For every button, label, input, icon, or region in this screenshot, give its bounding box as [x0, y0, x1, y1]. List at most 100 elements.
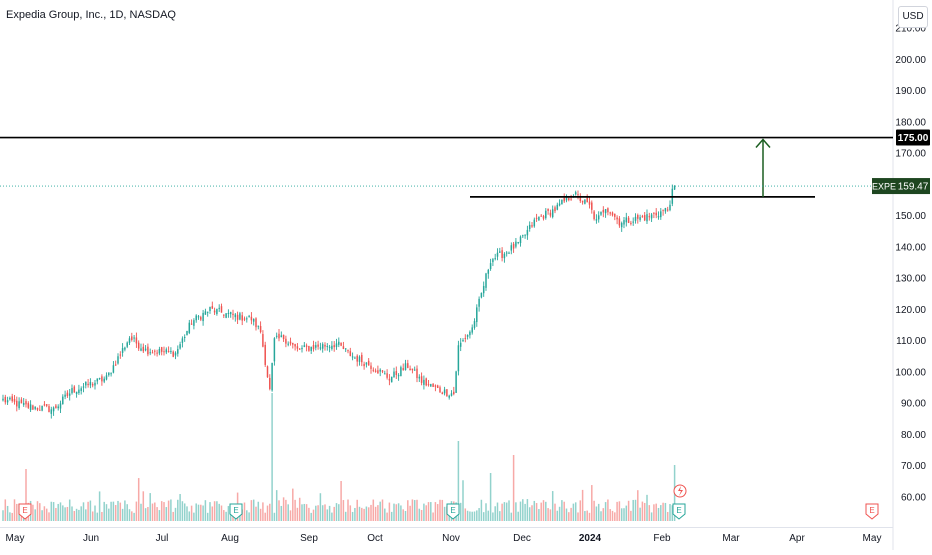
candle-body — [275, 335, 278, 337]
candle-body — [144, 348, 147, 351]
earnings-marker-shape — [18, 503, 32, 520]
candle-body — [137, 342, 140, 349]
volume-bar — [374, 506, 377, 521]
candle-body — [289, 341, 292, 344]
volume-bar — [432, 512, 434, 521]
volume-bar — [163, 502, 165, 521]
volume-bar — [344, 511, 347, 521]
candle-body — [36, 408, 39, 410]
candle-body — [324, 344, 326, 347]
volume-bar — [193, 512, 195, 521]
candle-body — [480, 292, 483, 298]
candle-body — [478, 298, 480, 307]
volume-bar — [554, 503, 556, 521]
candle-body — [229, 312, 232, 315]
candle-body — [282, 334, 285, 340]
candle-body — [124, 347, 126, 350]
volume-bar — [246, 510, 248, 521]
volume-bar — [588, 512, 591, 521]
currency-button[interactable]: USD — [898, 6, 928, 28]
volume-bar — [50, 501, 53, 521]
volume-bar — [549, 509, 552, 521]
volume-bar — [206, 512, 209, 521]
candle-body — [266, 366, 269, 378]
volume-bar — [434, 502, 437, 521]
volume-bar — [501, 503, 503, 521]
candle-body — [655, 212, 657, 216]
candle-body — [584, 199, 586, 204]
volume-bar — [662, 502, 664, 521]
volume-bar — [561, 500, 563, 521]
candle-body — [657, 216, 660, 218]
volume-bar — [66, 506, 69, 521]
volume-bar — [303, 503, 306, 521]
candle-body — [623, 220, 625, 225]
candle-body — [407, 363, 409, 368]
candle-body — [170, 351, 172, 353]
price-tick-label: 140.00 — [895, 242, 926, 253]
volume-bar — [503, 502, 506, 521]
earnings-marker-label: E — [676, 506, 681, 515]
last-price-label: 159.47 — [898, 182, 929, 193]
candle-body — [177, 349, 179, 354]
volume-bar — [354, 507, 356, 521]
candle-body — [604, 209, 607, 214]
candle-body — [342, 346, 345, 349]
candle-body — [259, 326, 262, 333]
candle-body — [135, 337, 138, 344]
candle-body — [469, 331, 471, 336]
volume-bar — [6, 505, 9, 521]
candle-body — [20, 399, 23, 404]
candle-body — [397, 375, 400, 377]
volume-bar — [110, 501, 112, 521]
volume-bar — [298, 497, 301, 521]
candle-body — [200, 317, 202, 320]
volume-bar — [471, 511, 473, 521]
volume-bar — [331, 512, 333, 521]
candle-body — [618, 218, 621, 226]
symbol-tag — [872, 178, 896, 195]
volume-bar — [181, 501, 184, 521]
volume-bar — [312, 509, 315, 521]
volume-bar — [579, 500, 582, 521]
volume-bar — [190, 505, 193, 521]
volume-bar — [522, 499, 524, 521]
volume-bar — [218, 503, 220, 521]
volume-bar — [220, 505, 223, 521]
last-price-tag — [896, 178, 930, 195]
candle-body — [620, 222, 623, 228]
candle-body — [262, 334, 264, 347]
volume-bar — [135, 501, 138, 521]
candle-body — [634, 216, 637, 221]
candle-body — [71, 388, 73, 394]
candle-body — [128, 338, 131, 343]
price-tick-label: 80.00 — [901, 430, 926, 441]
time-axis: May Jun Jul Aug Sep Oct Nov Dec 2024 Feb Mar Apr May — [6, 533, 882, 544]
candle-body — [568, 198, 570, 201]
volume-bar — [512, 455, 515, 521]
candle-body — [133, 337, 135, 339]
candle-body — [308, 346, 310, 351]
candle-body — [39, 409, 41, 411]
volume-bar — [620, 508, 623, 521]
volume-bar — [416, 499, 418, 521]
candle-body — [89, 381, 92, 386]
volume-bar — [593, 500, 595, 521]
candle-body — [218, 307, 220, 309]
candle-body — [441, 392, 444, 395]
volume-bar — [597, 503, 600, 521]
volume-bar — [328, 505, 331, 521]
volume-bar — [9, 512, 11, 521]
volume-bar — [121, 508, 124, 521]
volume-bar — [13, 499, 16, 521]
volume-bar — [540, 502, 542, 521]
candle-body — [347, 350, 349, 352]
volume-bar — [333, 506, 335, 521]
candle-body — [473, 321, 476, 328]
candle-body — [11, 396, 13, 402]
volume-bar — [112, 501, 115, 521]
volume-bar — [183, 503, 186, 521]
candle-body — [526, 229, 529, 236]
price-tick-label: 130.00 — [895, 274, 926, 285]
